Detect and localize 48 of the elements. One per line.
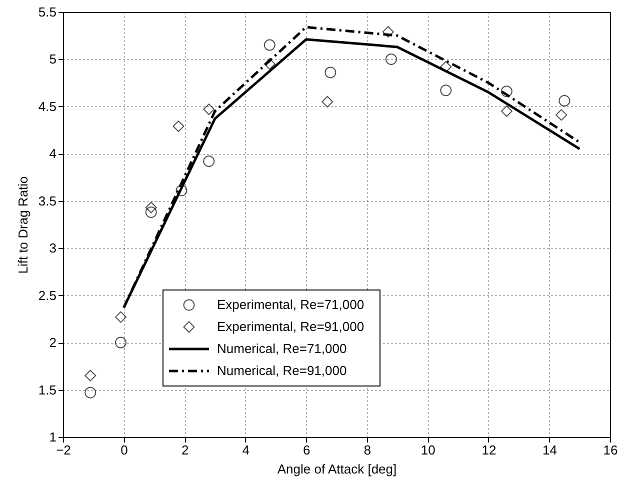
point: [145, 206, 157, 218]
point: [324, 66, 336, 78]
x-axis-title: Angle of Attack [deg]: [277, 462, 397, 476]
x-tick-label: 0: [120, 442, 128, 458]
y-tick-label: 1: [49, 430, 56, 444]
point: [440, 61, 452, 73]
legend-label: Experimental, Re=91,000: [217, 319, 364, 334]
point: [264, 58, 276, 70]
y-tick-label: 3: [49, 240, 56, 256]
y-tick-label: 4: [49, 146, 56, 162]
x-tick-label: 14: [542, 442, 557, 458]
y-tick-label: 1.5: [38, 382, 56, 398]
point: [84, 386, 96, 398]
legend-label: Experimental, Re=71,000: [217, 297, 364, 312]
point: [556, 109, 568, 121]
point: [172, 120, 184, 132]
point: [84, 370, 96, 382]
point: [176, 184, 188, 196]
x-tick-label: 12: [482, 442, 496, 458]
y-tick-label: 2: [49, 335, 56, 350]
point: [203, 104, 215, 116]
x-tick-label: 8: [364, 442, 372, 458]
point: [382, 26, 394, 38]
x-tick-label: 6: [302, 442, 310, 458]
point: [440, 84, 452, 96]
point: [114, 311, 126, 323]
x-tick-label: 4: [242, 442, 250, 458]
y-tick-label: 5: [49, 52, 56, 67]
point: [203, 155, 215, 167]
point: [145, 202, 157, 214]
y-tick-label: 5.5: [38, 4, 56, 20]
legend-label: Numerical, Re=91,000: [217, 363, 347, 378]
x-tick-label: 10: [420, 442, 436, 458]
x-tick-label: 2: [181, 442, 189, 458]
point: [558, 95, 570, 107]
point: [114, 336, 126, 348]
x-tick-label: −2: [56, 442, 71, 458]
x-tick-label: 16: [603, 442, 618, 458]
legend-label: Numerical, Re=71,000: [217, 341, 347, 356]
point: [385, 53, 397, 65]
y-tick-label: 3.5: [38, 193, 56, 208]
y-tick-label: 4.5: [38, 98, 56, 114]
y-axis-title: Lift to Drag Ratio: [15, 176, 30, 274]
point: [500, 105, 512, 117]
y-tick-label: 2.5: [38, 288, 56, 303]
point: [322, 96, 334, 108]
point: [264, 39, 276, 51]
point: [500, 86, 512, 98]
